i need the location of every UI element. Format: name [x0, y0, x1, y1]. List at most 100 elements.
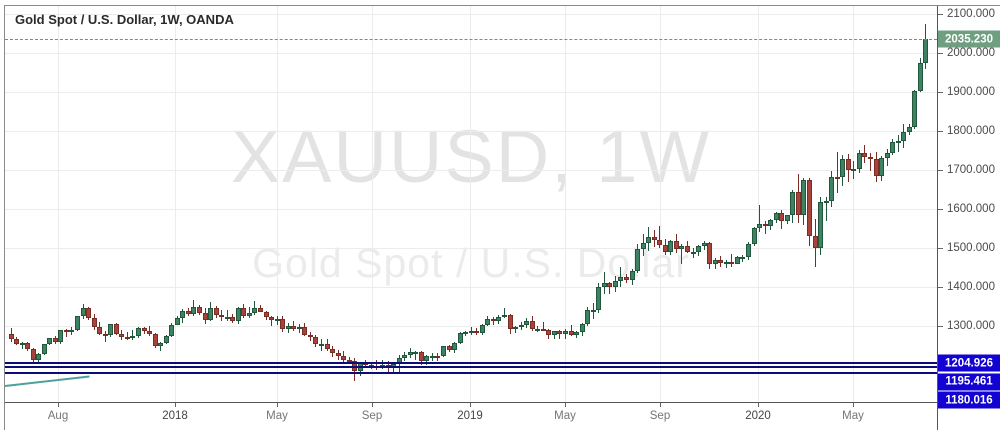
candle-wick-down: [376, 359, 378, 371]
price-tick-mark: [938, 326, 943, 327]
candle-up: [136, 328, 142, 336]
candle-down: [14, 339, 20, 345]
candle-down: [147, 330, 153, 334]
candle-up: [801, 180, 807, 215]
candle-down: [230, 316, 236, 321]
candle-down: [197, 306, 203, 314]
candle-down: [241, 307, 247, 317]
price-tick-label: 1500.000: [947, 242, 995, 254]
candle-wick-up: [226, 310, 228, 321]
candle-up: [773, 213, 779, 221]
candle-up: [734, 257, 740, 264]
candle-up: [407, 352, 413, 355]
candle-up: [712, 260, 718, 264]
price-level-line[interactable]: [5, 371, 937, 374]
candle-down: [795, 192, 801, 215]
time-tick-label: 2018: [162, 410, 188, 422]
candle-up: [108, 324, 114, 336]
time-gridline: [372, 6, 373, 402]
price-tick-mark: [938, 248, 943, 249]
candle-up: [502, 315, 507, 318]
candle-up: [629, 271, 635, 280]
candle-wick-down: [570, 324, 572, 336]
candle-up: [884, 153, 890, 159]
candle-down: [873, 159, 879, 176]
time-tick-label: Aug: [47, 410, 69, 422]
candle-down: [867, 156, 873, 160]
candle-up: [457, 333, 463, 344]
candle-up: [879, 158, 885, 176]
candle-up: [596, 287, 602, 310]
candle-wick-down: [65, 329, 67, 337]
candle-down: [91, 318, 97, 328]
current-price-line: [5, 39, 937, 41]
candle-up: [757, 223, 763, 228]
price-level-line[interactable]: [5, 362, 937, 365]
candle-down: [557, 331, 563, 335]
candle-up: [917, 62, 923, 92]
candle-up: [895, 140, 901, 143]
level-price-badge: 1204.926: [938, 354, 1000, 372]
candle-down: [651, 237, 657, 241]
candle-down: [812, 236, 818, 249]
candle-up: [479, 324, 485, 334]
chart-legend-title[interactable]: Gold Spot / U.S. Dollar, 1W, OANDA: [15, 12, 234, 27]
candle-up: [224, 316, 230, 319]
price-gridline: [5, 14, 937, 15]
candle-wick-up: [21, 342, 23, 350]
time-gridline: [470, 6, 471, 402]
level-price-badge: 1195.461: [938, 373, 1000, 391]
candle-down: [474, 331, 480, 334]
candle-up: [590, 309, 596, 312]
trend-line[interactable]: [5, 375, 90, 387]
candle-down: [8, 334, 14, 340]
price-tick-mark: [938, 170, 943, 171]
price-gridline: [5, 131, 937, 132]
candle-down: [762, 223, 768, 226]
candle-down: [507, 315, 513, 329]
candle-up: [829, 176, 835, 201]
candle-wick-up: [248, 307, 250, 318]
candle-wick-down: [731, 254, 733, 268]
candle-down: [152, 333, 158, 347]
candle-down: [607, 283, 613, 288]
candle-up: [75, 316, 81, 330]
candle-up: [274, 318, 280, 321]
candle-up: [551, 331, 557, 336]
candle-down: [341, 355, 347, 360]
candle-up: [246, 313, 252, 317]
candle-up: [413, 352, 419, 355]
candle-wick-down: [836, 151, 838, 193]
candle-up: [208, 307, 214, 320]
candle-down: [657, 240, 663, 246]
chart-pane[interactable]: XAUUSD, 1W Gold Spot / U.S. Dollar: [5, 6, 937, 402]
candle-up: [856, 153, 862, 170]
candle-up: [452, 343, 458, 351]
candle-up: [768, 220, 774, 226]
time-tick-mark: [853, 403, 854, 407]
time-gridline: [853, 6, 854, 402]
candle-wick-up: [897, 135, 899, 152]
price-tick-label: 1600.000: [947, 203, 995, 215]
candle-down: [213, 307, 219, 315]
price-gridline: [5, 248, 937, 249]
price-level-line[interactable]: [5, 365, 937, 368]
candle-up: [319, 343, 325, 346]
time-tick-mark: [372, 403, 373, 407]
candle-up: [601, 283, 607, 288]
time-tick-mark: [565, 403, 566, 407]
candle-up: [790, 192, 796, 216]
candle-down: [540, 329, 546, 332]
candle-up: [163, 336, 169, 344]
candle-wick-down: [104, 331, 106, 342]
candle-up: [58, 330, 64, 343]
candle-down: [124, 336, 130, 339]
candle-up: [701, 242, 707, 247]
price-axis[interactable]: 2100.000 2000.000 1900.000 1800.000 1700.000…: [937, 6, 1000, 409]
time-tick-mark: [58, 403, 59, 407]
candle-down: [102, 333, 108, 336]
price-tick-label: 2000.000: [947, 47, 995, 59]
candle-wick-up: [515, 325, 517, 334]
time-axis[interactable]: Aug 2018 May Sep 2019 May Sep 2020 May: [5, 402, 937, 430]
